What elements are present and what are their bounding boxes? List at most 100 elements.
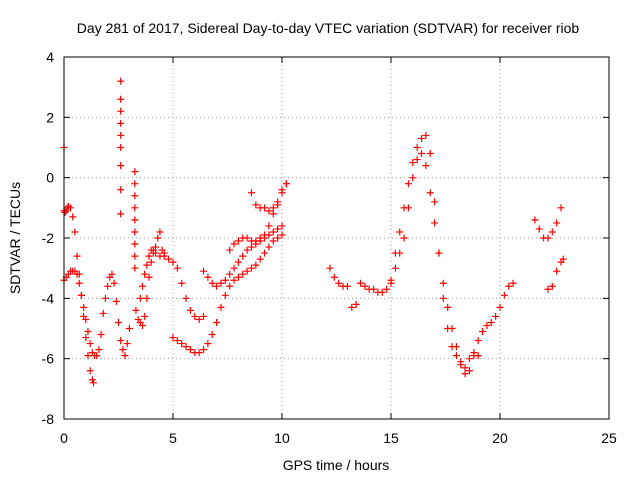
- data-point: [204, 273, 212, 281]
- data-point: [431, 198, 439, 206]
- data-point: [409, 174, 417, 182]
- data-point: [131, 252, 139, 260]
- x-tick-label: 15: [383, 430, 399, 446]
- data-point: [330, 273, 338, 281]
- data-point: [535, 225, 543, 233]
- data-point: [256, 255, 264, 263]
- data-point: [553, 267, 561, 275]
- data-point: [117, 210, 125, 218]
- data-point: [217, 303, 225, 311]
- data-point: [439, 279, 447, 287]
- data-point: [186, 346, 194, 354]
- data-point: [335, 279, 343, 287]
- data-point: [169, 258, 177, 266]
- data-point: [409, 159, 417, 167]
- data-point: [95, 346, 103, 354]
- x-axis-label: GPS time / hours: [283, 457, 390, 473]
- y-tick-label: -2: [42, 230, 55, 246]
- data-point: [123, 340, 131, 348]
- data-point: [156, 228, 164, 236]
- data-point: [117, 107, 125, 115]
- data-point: [99, 309, 107, 317]
- data-point: [544, 234, 552, 242]
- data-point: [247, 189, 255, 197]
- x-tick-label: 5: [169, 430, 177, 446]
- data-point: [452, 343, 460, 351]
- data-point: [234, 273, 242, 281]
- data-point: [265, 243, 273, 251]
- data-point: [173, 264, 181, 272]
- data-point: [261, 249, 269, 257]
- data-point: [97, 331, 105, 339]
- data-points: [60, 77, 567, 387]
- data-point: [143, 261, 151, 269]
- data-point: [217, 279, 225, 287]
- data-point: [86, 340, 94, 348]
- data-point: [531, 216, 539, 224]
- x-tick-label: 0: [60, 430, 68, 446]
- data-point: [182, 294, 190, 302]
- data-point: [73, 252, 81, 260]
- data-point: [117, 162, 125, 170]
- data-point: [452, 352, 460, 360]
- data-point: [191, 312, 199, 320]
- data-point: [104, 282, 112, 290]
- data-point: [147, 258, 155, 266]
- data-point: [125, 325, 133, 332]
- data-point: [131, 204, 139, 212]
- data-point: [131, 192, 139, 200]
- data-point: [145, 273, 153, 281]
- data-point: [492, 312, 500, 320]
- data-point: [483, 321, 491, 329]
- data-point: [326, 264, 334, 272]
- data-point: [108, 270, 116, 278]
- data-point: [173, 337, 181, 345]
- axis-ticks: 0 5 10 15 20 25 -8 -6 -4 -2 0 2 4: [42, 49, 617, 446]
- data-point: [239, 270, 247, 278]
- data-point: [500, 291, 508, 299]
- data-point: [243, 246, 251, 254]
- data-point: [117, 95, 125, 103]
- data-point: [119, 346, 127, 354]
- data-point: [131, 180, 139, 188]
- data-point: [396, 228, 404, 236]
- data-point: [422, 131, 430, 139]
- x-tick-label: 20: [492, 430, 508, 446]
- data-point: [435, 249, 443, 257]
- data-point: [457, 358, 465, 366]
- data-point: [169, 334, 177, 342]
- data-point: [356, 279, 364, 287]
- data-point: [200, 346, 208, 354]
- data-point: [269, 204, 277, 212]
- data-point: [110, 279, 118, 287]
- data-point: [117, 186, 125, 194]
- data-point: [413, 156, 421, 164]
- data-point: [138, 282, 146, 290]
- data-point: [282, 180, 290, 188]
- data-point: [465, 355, 473, 363]
- data-point: [400, 234, 408, 242]
- data-point: [269, 210, 277, 218]
- data-point: [243, 267, 251, 275]
- data-point: [343, 282, 351, 290]
- y-tick-label: -6: [42, 351, 55, 367]
- data-point: [230, 276, 238, 284]
- data-point: [274, 225, 282, 233]
- data-point: [230, 264, 238, 272]
- data-point: [548, 228, 556, 236]
- data-point: [470, 352, 478, 360]
- data-point: [252, 261, 260, 269]
- data-point: [505, 282, 513, 290]
- data-point: [117, 337, 125, 345]
- data-point: [413, 144, 421, 151]
- data-point: [131, 264, 139, 272]
- data-point: [252, 237, 260, 245]
- data-point: [115, 318, 122, 326]
- data-point: [269, 228, 277, 236]
- data-point: [208, 279, 216, 287]
- data-point: [261, 231, 269, 239]
- x-tick-label: 25: [601, 430, 617, 446]
- data-point: [82, 334, 90, 342]
